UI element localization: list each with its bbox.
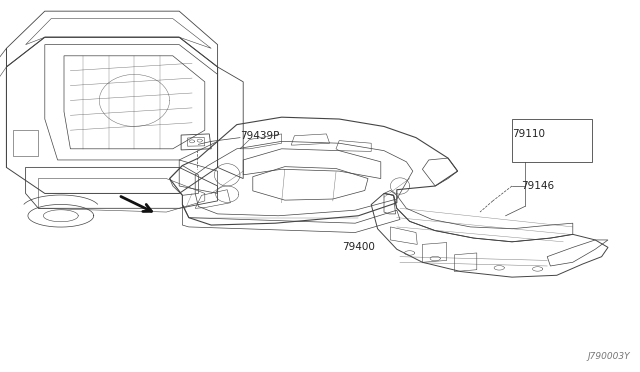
- Text: 79439P: 79439P: [240, 131, 280, 141]
- Text: 79400: 79400: [342, 243, 375, 252]
- Text: 79146: 79146: [522, 181, 555, 191]
- Text: J790003Y: J790003Y: [588, 352, 630, 361]
- Text: 79110: 79110: [512, 129, 545, 139]
- Bar: [512, 119, 592, 162]
